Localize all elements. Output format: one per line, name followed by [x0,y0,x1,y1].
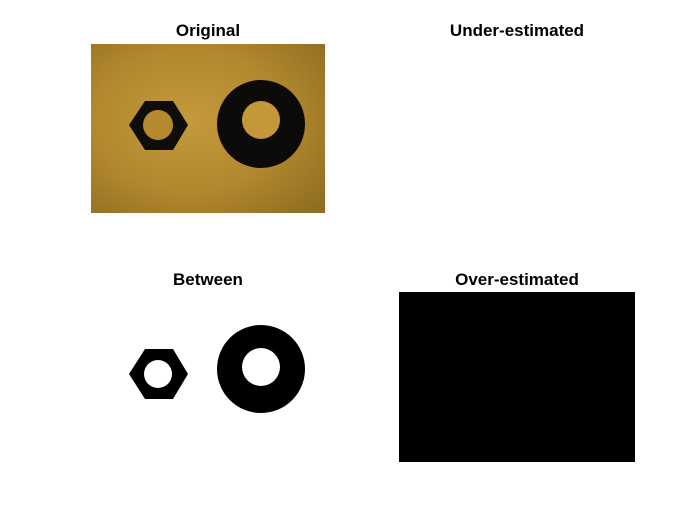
panel-title-under-estimated: Under-estimated [449,21,585,40]
between-image [91,292,325,462]
panel-title-original: Original [175,21,241,40]
original-image [91,44,325,213]
washer-binary [217,325,305,413]
washer-photo [217,80,305,168]
hex-nut-binary [129,349,188,399]
under-estimated-image [399,44,635,213]
hex-nut-photo [129,101,188,150]
over-estimated-image [399,292,635,462]
panel-title-between: Between [173,270,243,289]
panel-title-over-estimated: Over-estimated [455,270,579,289]
